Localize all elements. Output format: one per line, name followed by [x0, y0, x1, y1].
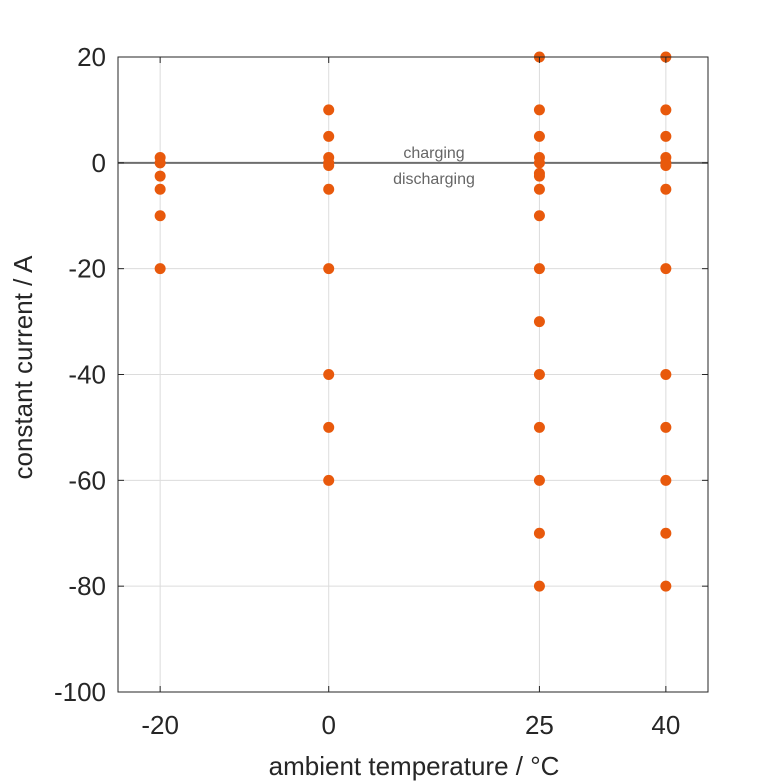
data-point — [154, 157, 166, 169]
data-point — [533, 474, 545, 486]
data-point — [660, 474, 672, 486]
discharging-annotation: discharging — [393, 171, 475, 188]
data-point — [533, 183, 545, 195]
y-tick-label: -80 — [68, 571, 106, 601]
data-point — [660, 421, 672, 433]
x-axis-label: ambient temperature / °C — [269, 751, 560, 781]
data-point — [533, 170, 545, 182]
y-axis-label: constant current / A — [8, 255, 38, 480]
data-point — [660, 130, 672, 142]
data-point — [660, 527, 672, 539]
data-point — [533, 210, 545, 222]
y-tick-label: -40 — [68, 360, 106, 390]
data-point — [533, 157, 545, 169]
data-point — [533, 130, 545, 142]
data-point — [533, 104, 545, 116]
y-tick-label: -60 — [68, 465, 106, 495]
data-point — [323, 369, 335, 380]
x-tick-label: 25 — [525, 710, 554, 740]
y-axis-ticks: 20 0 -20 -40 -60 -80 -100 — [54, 42, 708, 707]
data-point — [323, 159, 335, 171]
y-tick-label: -20 — [68, 254, 106, 284]
charging-annotation: charging — [403, 145, 464, 162]
data-point — [660, 104, 672, 116]
data-point — [154, 263, 166, 275]
data-point — [154, 183, 166, 195]
x-axis-ticks: -20 0 25 40 — [141, 57, 680, 740]
data-point — [533, 580, 545, 592]
data-point — [154, 210, 166, 222]
x-tick-label: 0 — [321, 710, 335, 740]
data-point — [323, 183, 335, 195]
data-point — [660, 183, 672, 195]
data-points — [154, 51, 672, 592]
data-point — [323, 421, 335, 433]
data-point — [660, 159, 672, 171]
data-point — [323, 130, 335, 142]
data-point — [533, 263, 545, 275]
y-tick-label: -100 — [54, 677, 106, 707]
data-point — [660, 580, 672, 592]
x-tick-label: 40 — [651, 710, 680, 740]
x-tick-label: -20 — [141, 710, 179, 740]
data-point — [323, 104, 335, 116]
y-tick-label: 20 — [77, 42, 106, 72]
data-point — [533, 527, 545, 539]
y-tick-label: 0 — [92, 148, 106, 178]
data-point — [154, 170, 166, 182]
data-point — [660, 263, 672, 275]
data-point — [323, 474, 335, 486]
data-point — [533, 369, 545, 380]
data-point — [533, 316, 545, 328]
data-point — [533, 421, 545, 433]
data-point — [660, 369, 672, 380]
data-point — [323, 263, 335, 275]
